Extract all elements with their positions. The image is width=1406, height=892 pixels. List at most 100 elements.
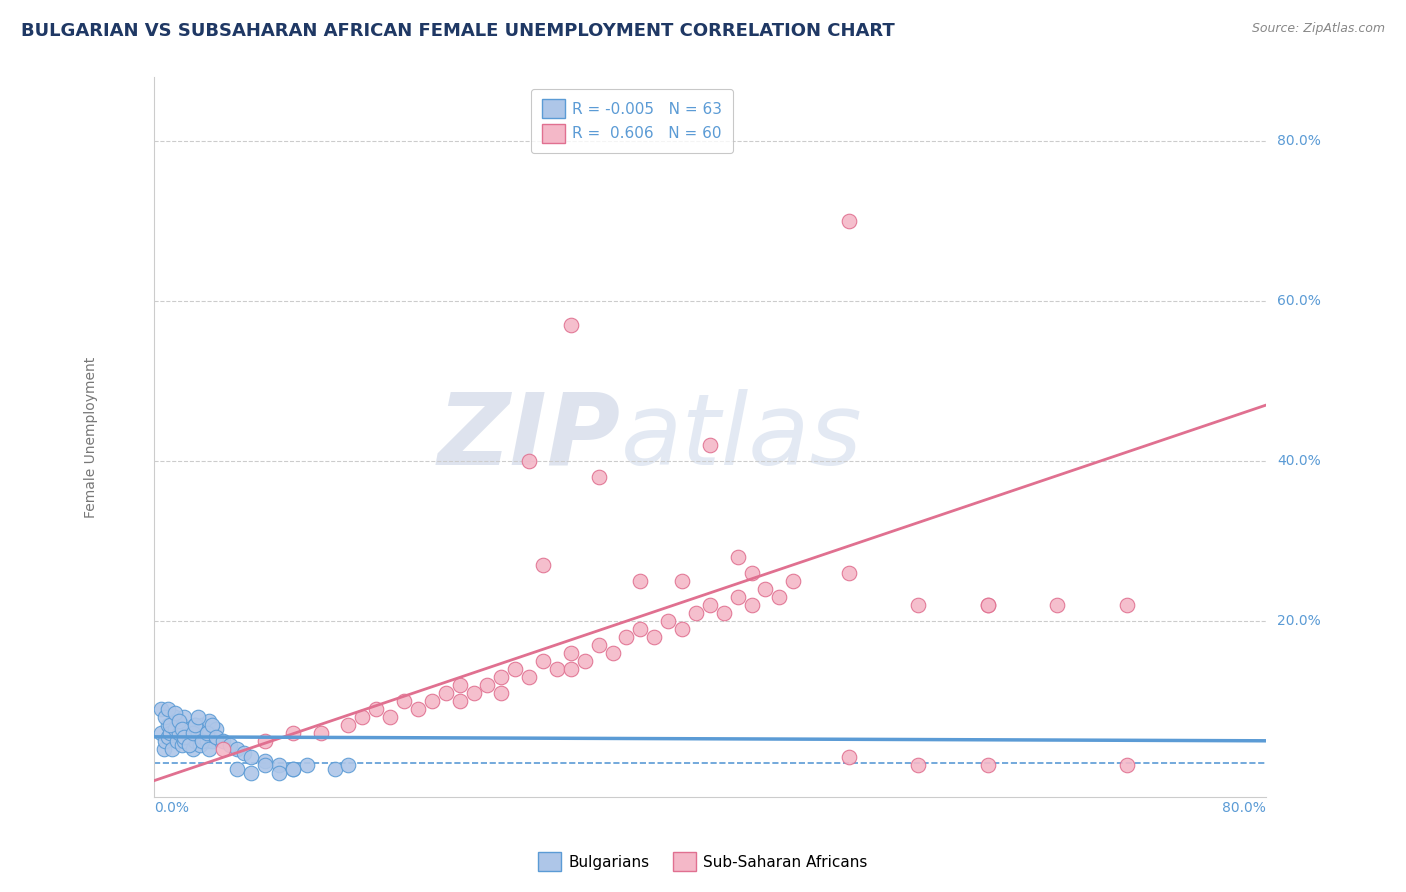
Point (434, 686, 457, 700)
Point (754, 582, 776, 596)
Point (205, 722, 228, 736)
Point (406, 702, 429, 716)
Text: ZIP: ZIP (437, 389, 621, 485)
Point (309, 726, 332, 740)
Point (560, 662, 582, 676)
Point (177, 730, 200, 744)
Point (195, 733, 218, 747)
Point (156, 702, 179, 716)
Point (267, 765, 290, 780)
Point (191, 733, 214, 747)
Point (477, 678, 499, 692)
Point (977, 598, 1000, 612)
Text: Female Unemployment: Female Unemployment (84, 357, 98, 517)
Point (449, 678, 471, 692)
Point (163, 706, 186, 720)
Legend: Bulgarians, Sub-Saharan Africans: Bulgarians, Sub-Saharan Africans (531, 847, 875, 877)
Point (643, 630, 665, 644)
Point (907, 757, 929, 772)
Point (685, 606, 707, 620)
Point (201, 733, 224, 747)
Point (173, 730, 195, 744)
Point (226, 741, 249, 756)
Point (574, 654, 596, 668)
Text: 40.0%: 40.0% (1277, 454, 1320, 468)
Point (156, 718, 179, 732)
Point (699, 438, 721, 452)
Point (212, 733, 235, 747)
Point (191, 718, 214, 732)
Point (153, 733, 176, 747)
Point (173, 733, 195, 747)
Point (782, 574, 804, 588)
Point (977, 757, 1000, 772)
Point (531, 654, 554, 668)
Point (616, 630, 638, 644)
Text: BULGARIAN VS SUBSAHARAN AFRICAN FEMALE UNEMPLOYMENT CORRELATION CHART: BULGARIAN VS SUBSAHARAN AFRICAN FEMALE U… (21, 22, 894, 40)
Text: 80.0%: 80.0% (1222, 801, 1265, 814)
Point (1046, 598, 1069, 612)
Point (219, 738, 242, 752)
Point (181, 741, 204, 756)
Point (977, 598, 1000, 612)
Point (198, 714, 221, 728)
Point (177, 738, 200, 752)
Point (253, 733, 276, 747)
Point (170, 718, 193, 732)
Text: atlas: atlas (621, 389, 862, 485)
Point (159, 726, 181, 740)
Point (167, 726, 190, 740)
Point (180, 726, 202, 740)
Point (560, 646, 582, 660)
Point (449, 694, 471, 708)
Point (628, 622, 651, 636)
Point (838, 566, 860, 580)
Point (491, 686, 513, 700)
Point (281, 762, 304, 776)
Text: 60.0%: 60.0% (1277, 294, 1320, 309)
Point (838, 214, 860, 228)
Point (588, 470, 610, 484)
Point (205, 730, 228, 744)
Point (191, 730, 214, 744)
Point (531, 558, 554, 572)
Point (392, 694, 415, 708)
Point (167, 714, 190, 728)
Point (337, 718, 360, 732)
Legend: R = -0.005   N = 63, R =  0.606   N = 60: R = -0.005 N = 63, R = 0.606 N = 60 (531, 88, 733, 153)
Point (184, 718, 207, 732)
Point (727, 590, 749, 604)
Point (366, 702, 388, 716)
Point (463, 686, 485, 700)
Point (188, 738, 211, 752)
Point (152, 741, 174, 756)
Point (699, 598, 721, 612)
Point (657, 614, 679, 628)
Point (253, 754, 276, 768)
Point (267, 757, 290, 772)
Point (838, 749, 860, 764)
Point (517, 670, 540, 684)
Point (602, 646, 624, 660)
Point (160, 741, 183, 756)
Point (628, 574, 651, 588)
Point (671, 622, 693, 636)
Text: 80.0%: 80.0% (1277, 135, 1320, 148)
Point (546, 662, 568, 676)
Point (352, 710, 374, 724)
Point (253, 757, 276, 772)
Point (713, 606, 735, 620)
Point (503, 662, 526, 676)
Point (226, 762, 249, 776)
Point (281, 762, 304, 776)
Text: Source: ZipAtlas.com: Source: ZipAtlas.com (1251, 22, 1385, 36)
Point (170, 722, 193, 736)
Text: 20.0%: 20.0% (1277, 614, 1320, 628)
Point (170, 738, 193, 752)
Point (281, 726, 304, 740)
Point (201, 718, 224, 732)
Point (184, 718, 207, 732)
Point (741, 566, 763, 580)
Point (1116, 598, 1139, 612)
Point (517, 454, 540, 468)
